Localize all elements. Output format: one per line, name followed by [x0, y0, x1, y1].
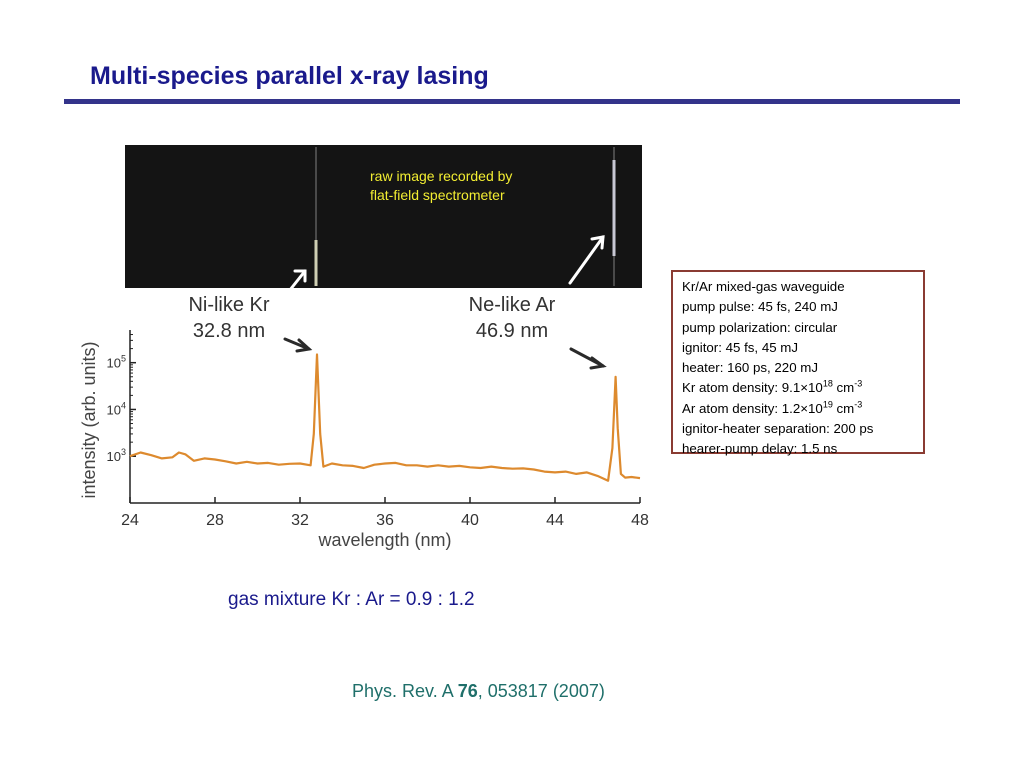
annotation-arrow-kr: [283, 337, 313, 353]
ten: 10: [808, 400, 823, 416]
unit-exp: -3: [854, 399, 863, 410]
raw-caption-line-2: flat-field spectrometer: [370, 187, 505, 203]
annotation-kr-line-2: 32.8 nm: [193, 320, 265, 342]
info-line-5: heater: 160 ps, 220 mJ: [682, 360, 819, 376]
kr-density-exp: 18: [822, 379, 833, 390]
ar-density-exp: 19: [822, 399, 833, 410]
y-ticks: 103 104 105: [107, 334, 136, 464]
raw-line-kr-bright: [314, 240, 318, 286]
info-line-4: ignitor: 45 fs, 45 mJ: [682, 339, 799, 355]
x-tick-label: 36: [376, 512, 394, 529]
y-tick-label: 104: [107, 400, 126, 417]
x-ticks: 24 28 32 36 40 44 48: [121, 497, 649, 529]
series-trace: [129, 353, 641, 482]
ref-volume: 76: [457, 681, 478, 701]
reference-citation: Phys. Rev. A 76, 053817 (2007): [352, 681, 605, 702]
info-line-kr-density: Kr atom density: 9.1×1018 cm-3: [682, 378, 914, 398]
info-line-1: Kr/Ar mixed-gas waveguide: [682, 279, 845, 294]
y-tick-label: 105: [107, 354, 126, 371]
gas-mixture-caption: gas mixture Kr : Ar = 0.9 : 1.2: [228, 589, 475, 610]
info-line-9: hearer-pump delay: 1.5 ns: [682, 441, 838, 457]
unit: cm: [832, 380, 855, 396]
x-axis-label: wavelength (nm): [317, 530, 451, 550]
info-line-2: pump pulse: 45 fs, 240 mJ: [682, 299, 838, 315]
slide-title: Multi-species parallel x-ray lasing: [90, 62, 489, 90]
y-tick-label: 103: [107, 447, 126, 464]
raw-image-caption: raw image recorded by flat-field spectro…: [370, 167, 512, 205]
raw-spectrometer-image: [125, 145, 642, 288]
ten: 10: [808, 380, 823, 396]
x-tick-label: 28: [206, 512, 224, 529]
info-line-ar-density: Ar atom density: 1.2×1019 cm-3: [682, 399, 914, 419]
annotation-arrow-ar: [569, 347, 607, 370]
annotation-ar-line-1: Ne-like Ar: [469, 294, 556, 316]
unit-exp: -3: [854, 379, 863, 390]
x-tick-label: 48: [631, 512, 649, 529]
x-tick-label: 40: [461, 512, 479, 529]
raw-line-ar-bright: [612, 160, 616, 256]
kr-density-label: Kr atom density: 9.1: [682, 380, 801, 396]
raw-arrow-ar: [568, 235, 605, 285]
raw-arrow-kr: [284, 269, 307, 297]
x-tick-label: 32: [291, 512, 309, 529]
unit: cm: [832, 400, 855, 416]
x-tick-label: 24: [121, 512, 139, 529]
ref-rest: , 053817 (2007): [477, 681, 605, 701]
y-axis-label: intensity (arb. units): [79, 341, 99, 498]
ar-density-label: Ar atom density: 1.2: [682, 400, 801, 416]
times-sign: ×: [800, 380, 809, 396]
info-line-3: pump polarization: circular: [682, 319, 838, 335]
ref-journal: Phys. Rev. A: [352, 681, 458, 701]
title-underline: [64, 99, 960, 104]
info-line-8: ignitor-heater separation: 200 ps: [682, 421, 874, 437]
raw-caption-line-1: raw image recorded by: [370, 168, 513, 184]
annotation-ar-line-2: 46.9 nm: [476, 320, 548, 342]
x-tick-label: 44: [546, 512, 564, 529]
times-sign: ×: [800, 400, 809, 416]
experiment-parameters-box: Kr/Ar mixed-gas waveguide pump pulse: 45…: [671, 270, 925, 456]
annotation-kr-line-1: Ni-like Kr: [188, 294, 269, 316]
